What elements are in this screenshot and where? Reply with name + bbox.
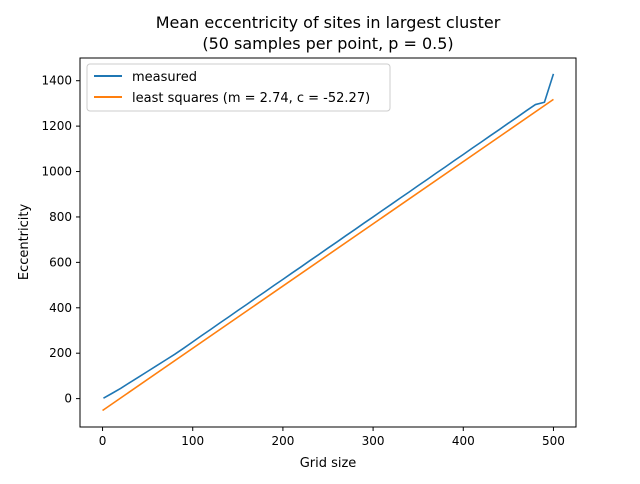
y-tick-label: 1200: [41, 119, 72, 133]
axis-ticks: 0 100 200 300 400 500 0 200 400 600 800 1000 1200 140…: [41, 74, 564, 448]
y-axis-label: Eccentricity: [17, 204, 32, 281]
legend-label-least-squares: least squares (m = 2.74, c = -52.27): [132, 91, 370, 106]
y-tick-label: 200: [49, 346, 72, 360]
series-line-measured: [103, 73, 555, 399]
y-tick-label: 1400: [41, 74, 72, 88]
x-tick-label: 300: [362, 434, 385, 448]
x-axis-label: Grid size: [300, 456, 357, 471]
axes-frame: [79, 57, 577, 428]
x-tick-label: 200: [271, 434, 294, 448]
y-tick-label: 600: [49, 255, 72, 269]
legend-label-measured: measured: [132, 70, 197, 85]
legend-box: [86, 63, 391, 112]
y-tick-label: 0: [64, 392, 72, 406]
y-tick-label: 400: [49, 301, 72, 315]
chart-title-line1: Mean eccentricity of sites in largest cl…: [156, 13, 501, 32]
series-line-least-squares: [102, 98, 554, 412]
legend: measured least squares (m = 2.74, c = -5…: [86, 63, 391, 112]
x-tick-label: 0: [99, 434, 107, 448]
plot-area: [102, 73, 555, 412]
chart-title-line2: (50 samples per point, p = 0.5): [202, 34, 453, 53]
x-tick-label: 100: [181, 434, 204, 448]
x-tick-label: 500: [542, 434, 565, 448]
y-tick-label: 1000: [41, 165, 72, 179]
x-tick-label: 400: [452, 434, 475, 448]
y-tick-label: 800: [49, 210, 72, 224]
